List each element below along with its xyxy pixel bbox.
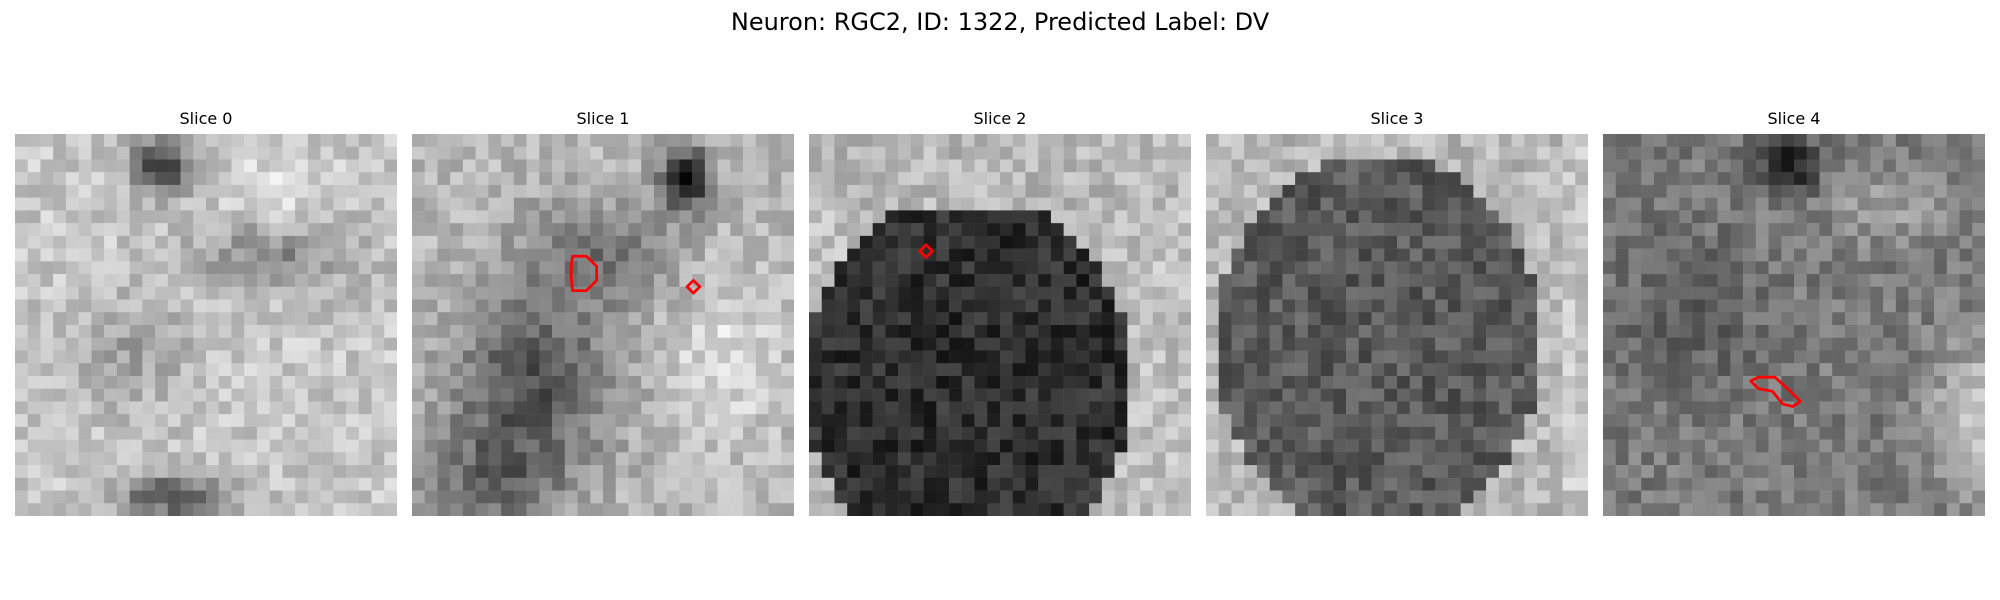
slice-image-4: [1603, 134, 1985, 516]
slice-title-3: Slice 3: [1206, 108, 1588, 130]
slice-title-4: Slice 4: [1603, 108, 1985, 130]
slice-panel-4: Slice 4: [1603, 108, 1985, 130]
slice-image-2: [809, 134, 1191, 516]
slice-panel-1: Slice 1: [412, 108, 794, 130]
slice-title-0: Slice 0: [15, 108, 397, 130]
slice-image-0: [15, 134, 397, 516]
slice-panel-0: Slice 0: [15, 108, 397, 130]
slice-title-1: Slice 1: [412, 108, 794, 130]
figure-title: Neuron: RGC2, ID: 1322, Predicted Label:…: [0, 6, 2000, 38]
slice-panel-3: Slice 3: [1206, 108, 1588, 130]
slice-image-1: [412, 134, 794, 516]
slice-title-2: Slice 2: [809, 108, 1191, 130]
slice-image-3: [1206, 134, 1588, 516]
slice-panel-2: Slice 2: [809, 108, 1191, 130]
